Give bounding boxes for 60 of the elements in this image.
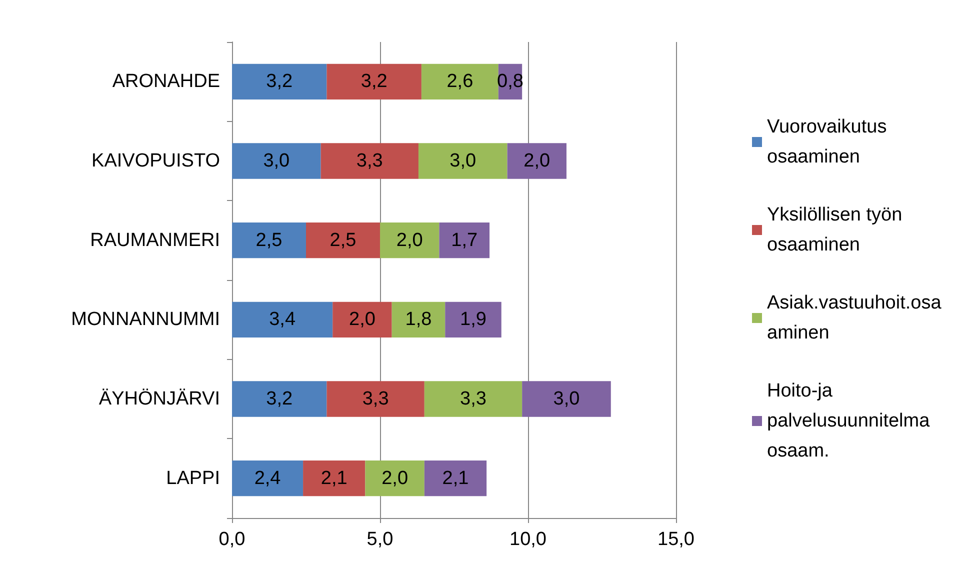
data-label: 2,1 [320,468,348,489]
data-label: 2,5 [256,230,282,251]
data-label: 1,7 [451,230,478,251]
bar [365,460,424,496]
bar [232,143,321,179]
y-tick-label: MONNANNUMMI [71,309,220,330]
legend-label: Vuorovaikutus osaaminen [767,116,892,168]
bar [392,302,446,338]
legend-label: Hoito-ja palvelusuunnitelma osaam. [767,380,935,462]
bar [306,222,380,258]
data-label: 3,3 [460,388,486,410]
data-label: 2,6 [446,71,474,92]
data-label: 2,0 [349,309,376,330]
y-tick-label: LAPPI [166,468,220,489]
bar [232,381,327,417]
data-label: 1,9 [460,309,486,330]
bar [439,222,490,258]
data-label: 2,1 [442,468,469,489]
data-label: 3,3 [356,150,383,172]
data-label: 3,2 [266,388,293,410]
y-tick-label: ARONAHDE [112,71,220,92]
y-tick-label: KAIVOPUISTO [92,150,220,172]
x-tick-label: 15,0 [658,529,694,550]
bar [507,143,566,179]
y-tick-label: ÄYHÖNJÄRVI [98,388,220,410]
bar [232,64,327,100]
bar [326,381,424,417]
bar [232,302,333,338]
legend-label: Yksilöllisen työn osaaminen [767,204,908,256]
bar [380,222,440,258]
data-label: 3,2 [266,71,293,92]
bar [320,143,418,179]
data-label: 1,8 [405,309,432,330]
data-label: 2,0 [396,230,423,251]
x-tick-label: 5,0 [366,529,394,550]
legend-label: Asiak.vastuuhoit.osaaminen [767,292,942,344]
bar [326,64,422,100]
data-label: 3,0 [553,388,580,410]
bar [421,64,498,100]
bar [332,302,392,338]
bar [445,302,502,338]
bar [418,143,508,179]
data-label: 3,3 [362,388,389,410]
data-label: 3,0 [263,150,290,172]
bar [522,381,611,417]
data-label: 2,4 [254,468,282,489]
y-tick-label: RAUMANMERI [90,230,220,251]
bar [303,460,366,496]
data-label: 3,4 [269,309,296,330]
x-tick-label: 10,0 [510,529,546,550]
bar [232,222,306,258]
data-label: 3,2 [360,71,388,92]
data-label: 2,0 [524,150,550,172]
data-label: 2,0 [382,468,408,489]
bar [424,381,522,417]
data-label: 3,0 [450,150,476,172]
x-tick-label: 0,0 [218,529,246,550]
bar [232,460,304,496]
bar [424,460,487,496]
data-label: 2,5 [330,230,356,251]
